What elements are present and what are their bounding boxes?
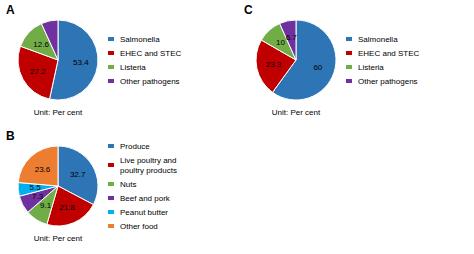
svg-text:21.8: 21.8 (59, 203, 75, 212)
svg-text:Other pathogens: Other pathogens (358, 77, 418, 86)
svg-text:Beef and pork: Beef and pork (120, 194, 171, 203)
svg-text:Listeria: Listeria (358, 63, 384, 72)
svg-text:C: C (244, 3, 253, 17)
svg-text:7.3: 7.3 (32, 192, 44, 201)
svg-text:Unit: Per cent: Unit: Per cent (34, 234, 83, 243)
svg-text:Live poultry and: Live poultry and (120, 156, 176, 165)
svg-text:Unit: Per cent: Unit: Per cent (34, 108, 83, 117)
svg-text:Nuts: Nuts (120, 180, 136, 189)
svg-text:Listeria: Listeria (120, 63, 146, 72)
svg-text:Other food: Other food (120, 222, 158, 231)
svg-text:5.5: 5.5 (30, 183, 42, 192)
svg-text:27.2: 27.2 (30, 67, 46, 76)
svg-text:poultry products: poultry products (120, 166, 177, 175)
svg-text:12.6: 12.6 (33, 40, 49, 49)
svg-text:23.3: 23.3 (266, 60, 282, 69)
svg-text:Salmonella: Salmonella (358, 35, 398, 44)
svg-text:53.4: 53.4 (73, 58, 89, 67)
svg-text:6.7: 6.7 (286, 33, 298, 42)
svg-text:Salmonella: Salmonella (120, 35, 160, 44)
svg-text:B: B (6, 129, 15, 143)
svg-text:EHEC and STEC: EHEC and STEC (120, 49, 182, 58)
svg-text:EHEC and STEC: EHEC and STEC (358, 49, 420, 58)
svg-text:9.1: 9.1 (40, 201, 52, 210)
svg-text:Produce: Produce (120, 142, 150, 151)
svg-text:60: 60 (313, 63, 322, 72)
svg-text:A: A (6, 3, 15, 17)
svg-text:Unit: Per cent: Unit: Per cent (272, 108, 321, 117)
svg-text:10: 10 (276, 38, 285, 47)
svg-text:Peanut butter: Peanut butter (120, 208, 168, 217)
svg-text:23.6: 23.6 (35, 165, 51, 174)
svg-text:32.7: 32.7 (70, 170, 86, 179)
svg-text:Other pathogens: Other pathogens (120, 77, 180, 86)
